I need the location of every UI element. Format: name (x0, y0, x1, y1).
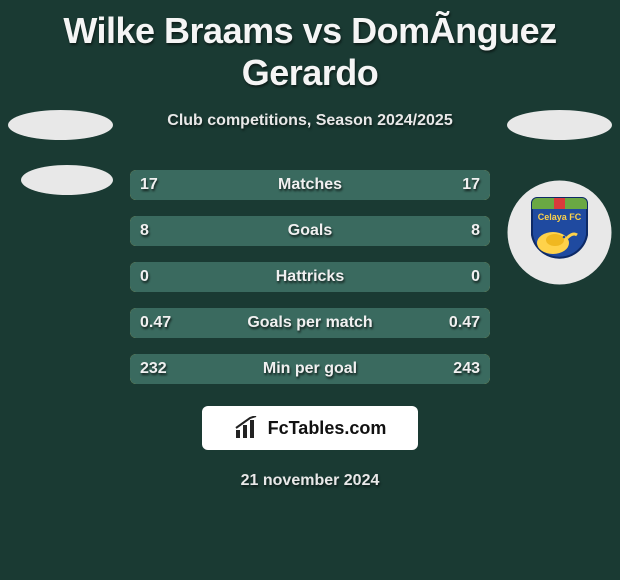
stats-bars: Matches17 17 Goals8 8 Hattricks0 0 Goals per m… (130, 170, 490, 384)
stat-bar-row: Hattricks0 0 (130, 262, 490, 292)
player-left-avatar (8, 105, 113, 210)
bar-value-right: 243 (453, 354, 480, 384)
bar-value-right: 8 (471, 216, 480, 246)
date-text: 21 november 2024 (0, 472, 620, 490)
bar-label: Hattricks (130, 262, 490, 292)
branding-text: FcTables.com (268, 418, 387, 439)
bar-label: Matches (130, 170, 490, 200)
stat-bar-row: Matches17 17 (130, 170, 490, 200)
svg-text:Celaya FC: Celaya FC (538, 212, 582, 222)
bar-value-left: 17 (140, 170, 158, 200)
bar-value-right: 17 (462, 170, 480, 200)
avatar-shape (507, 110, 612, 140)
page-title: Wilke Braams vs DomÃ­nguez Gerardo (0, 0, 620, 94)
bar-value-right: 0 (471, 262, 480, 292)
chart-icon (234, 416, 262, 440)
bar-label: Goals per match (130, 308, 490, 338)
avatar-shape (8, 110, 113, 140)
avatar-shape (21, 165, 113, 195)
stat-bar-row: Min per goal232 243 (130, 354, 490, 384)
stat-bar-row: Goals8 8 (130, 216, 490, 246)
club-badge-right: Celaya FC (507, 180, 612, 285)
stat-bar-row: Goals per match0.47 0.47 (130, 308, 490, 338)
bar-value-left: 0.47 (140, 308, 171, 338)
branding-badge: FcTables.com (202, 406, 418, 450)
bar-label: Min per goal (130, 354, 490, 384)
bar-value-left: 8 (140, 216, 149, 246)
bar-value-right: 0.47 (449, 308, 480, 338)
bar-value-left: 232 (140, 354, 167, 384)
bar-value-left: 0 (140, 262, 149, 292)
bar-label: Goals (130, 216, 490, 246)
